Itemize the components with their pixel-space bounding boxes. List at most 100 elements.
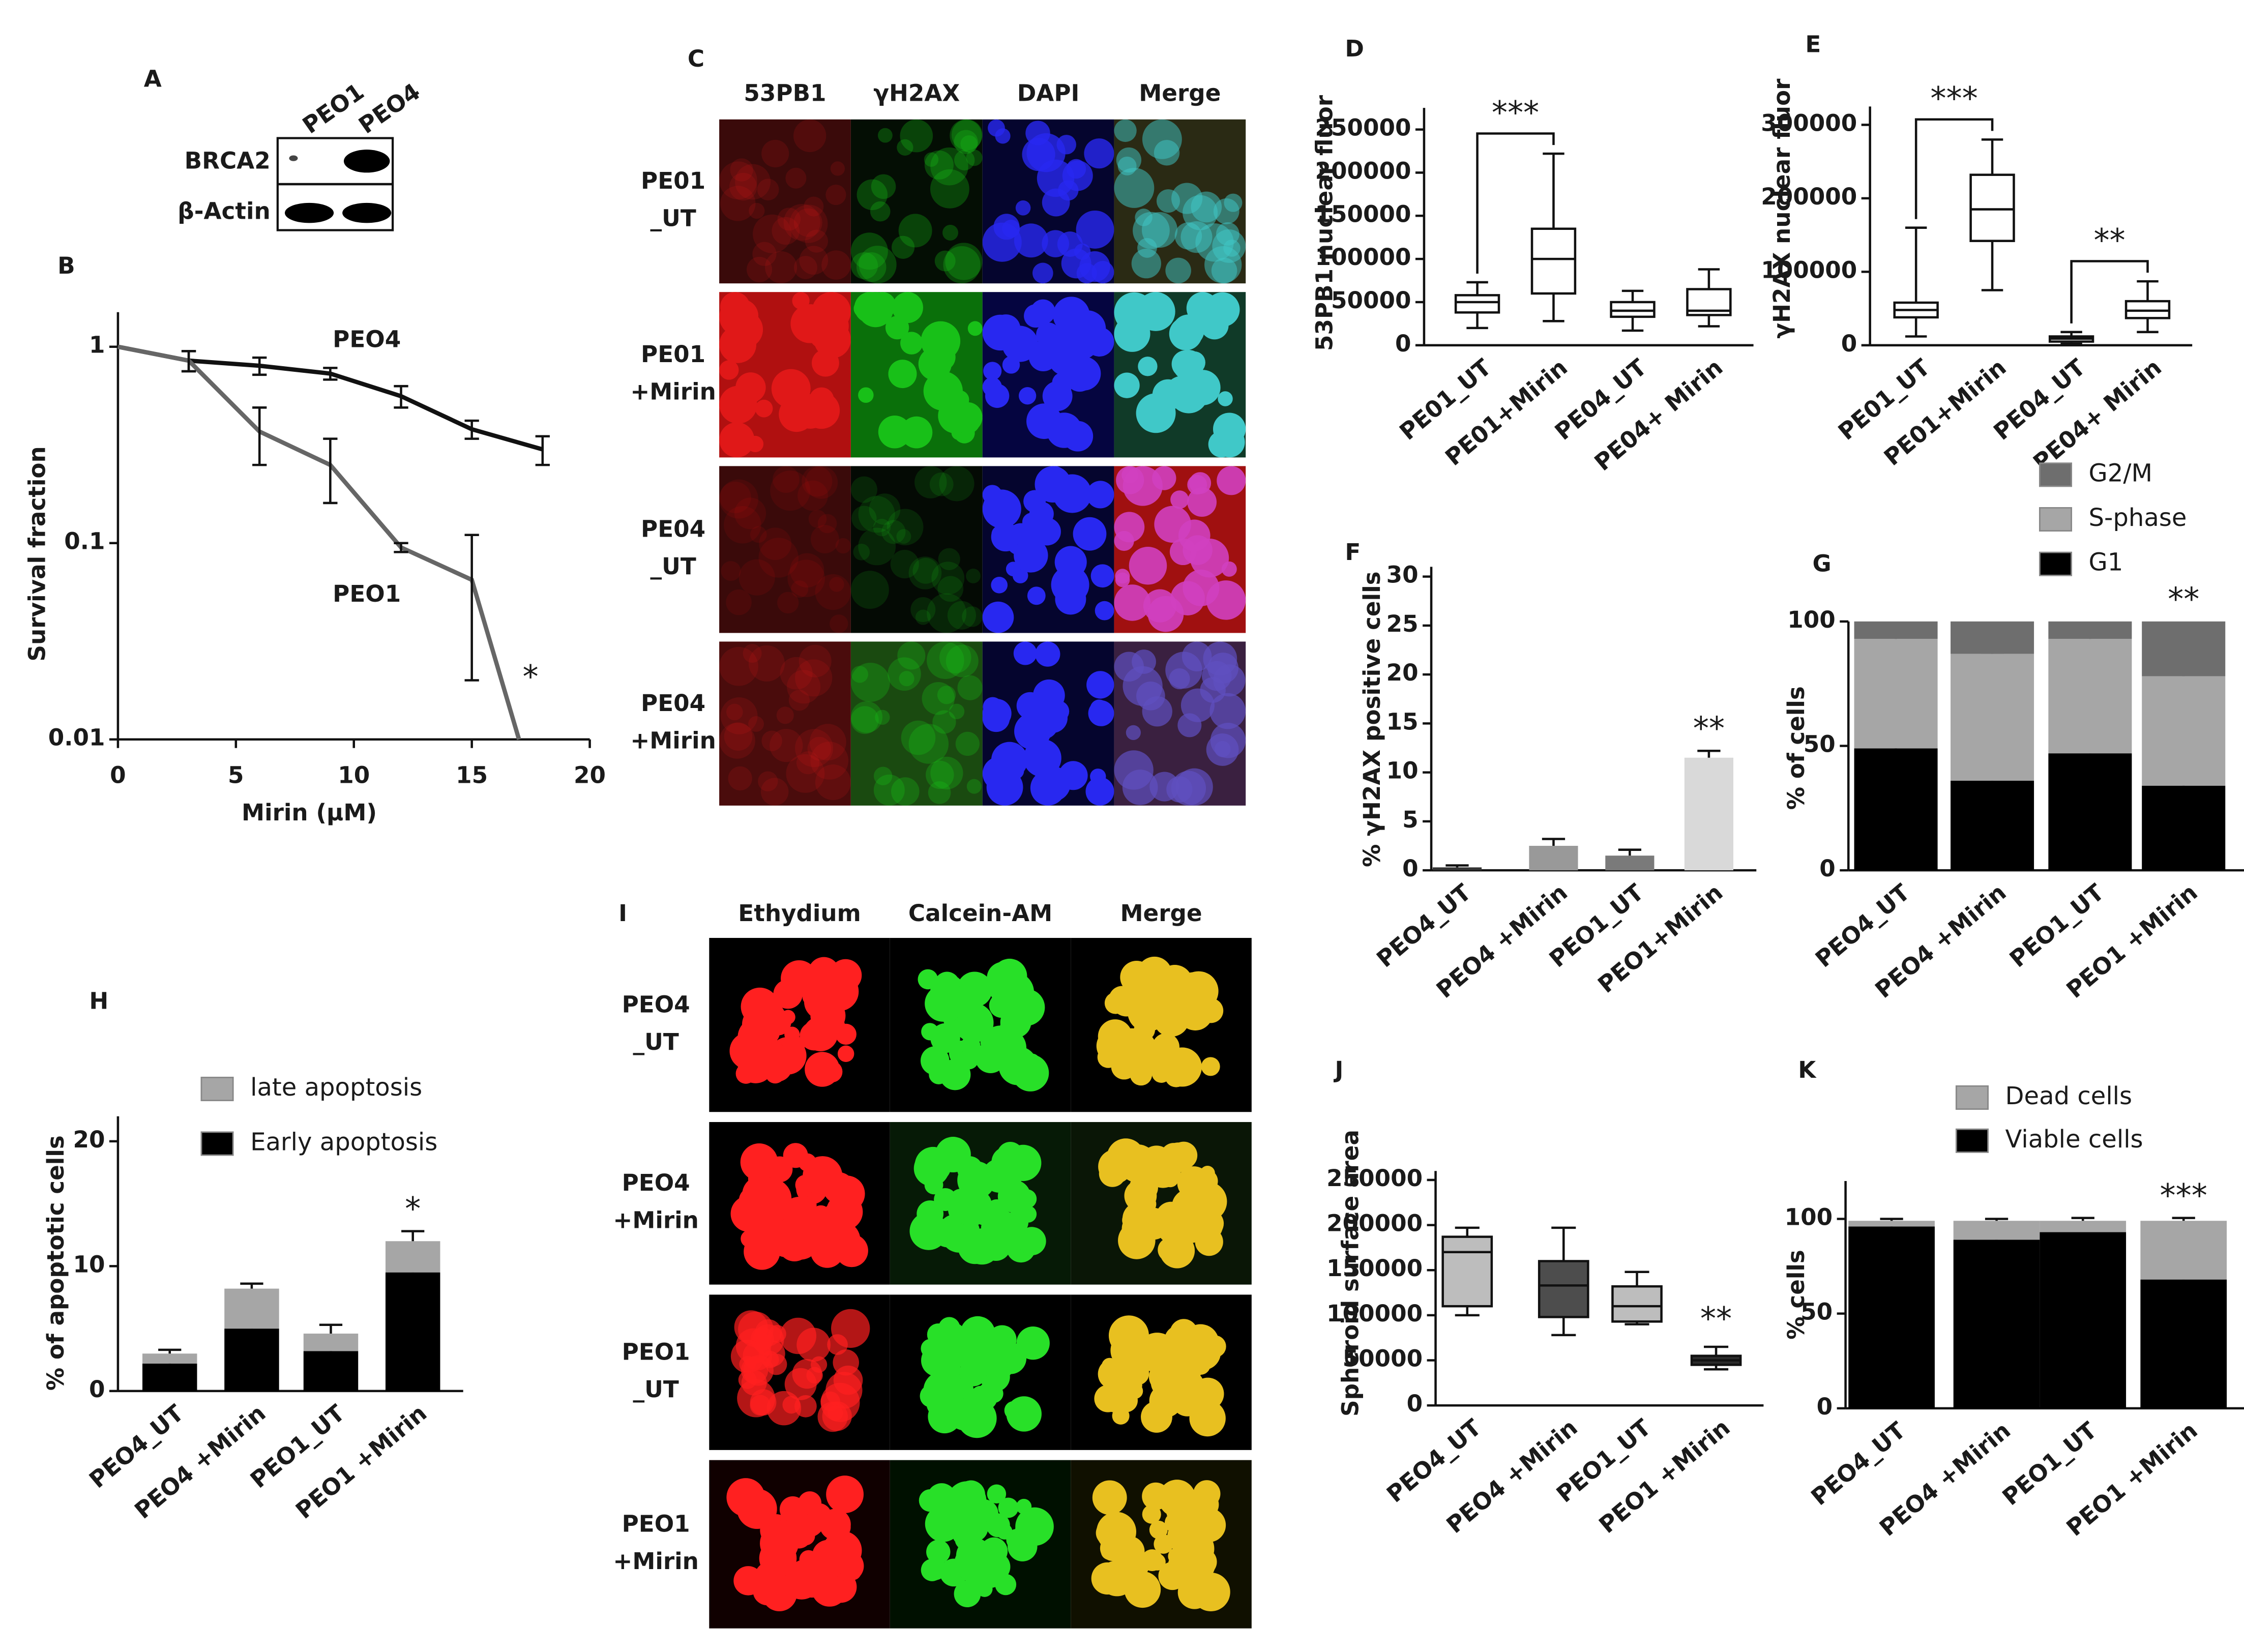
- panel-letter: B: [57, 252, 75, 279]
- cell-blob: [925, 985, 961, 1022]
- bar-segment: [1953, 1240, 2040, 1408]
- cell-blob: [930, 169, 969, 209]
- row-label: BRCA2: [185, 148, 271, 174]
- cell-blob: [898, 214, 932, 248]
- cell-blob: [1179, 1176, 1210, 1207]
- y-tick-label: 50000: [1331, 287, 1411, 314]
- cell-blob: [1004, 1401, 1023, 1420]
- bar-segment: [224, 1329, 279, 1391]
- cell-blob: [765, 251, 798, 283]
- cell-blob: [858, 387, 874, 403]
- cell-blob: [726, 1478, 765, 1517]
- cell-blob: [966, 569, 981, 583]
- cell-blob: [967, 321, 983, 336]
- cell-blob: [1002, 220, 1020, 238]
- cell-blob: [808, 510, 827, 528]
- cell-blob: [891, 777, 920, 806]
- legend-label: G2/M: [2089, 459, 2152, 487]
- cell-blob: [888, 360, 917, 389]
- y-axis-label: Survival fraction: [23, 446, 50, 661]
- cell-blob: [792, 292, 810, 310]
- cell-blob: [795, 659, 833, 697]
- cell-blob: [921, 321, 961, 361]
- cell-blob: [1114, 315, 1150, 352]
- cell-blob: [810, 742, 849, 780]
- cell-blob: [858, 527, 896, 566]
- bar-segment: [1854, 621, 1938, 639]
- cell-blob: [924, 150, 954, 180]
- cell-blob: [792, 1359, 822, 1389]
- cell-blob: [1207, 653, 1239, 684]
- cell-blob: [952, 1525, 971, 1545]
- cell-blob: [981, 1552, 1011, 1581]
- cell-blob: [1092, 1480, 1127, 1515]
- row-label: _UT: [650, 205, 696, 232]
- y-tick-label: 20: [73, 1126, 105, 1153]
- y-tick-label: 0: [1407, 1390, 1423, 1417]
- cell-blob: [997, 1142, 1024, 1169]
- cell-blob: [971, 1543, 988, 1559]
- cell-blob: [887, 509, 924, 546]
- cell-blob: [789, 204, 828, 243]
- cell-blob: [719, 386, 757, 424]
- cell-blob: [735, 164, 771, 200]
- cell-blob: [982, 704, 1010, 732]
- cell-blob: [1015, 1507, 1054, 1546]
- row-label: _UT: [633, 1028, 679, 1055]
- panel-letter: I: [618, 900, 627, 927]
- bar-segment: [142, 1353, 197, 1364]
- cell-blob: [966, 779, 982, 794]
- cell-blob: [856, 252, 887, 282]
- cell-blob: [912, 557, 939, 584]
- cell-blob: [1114, 750, 1154, 790]
- bar: [1684, 757, 1733, 871]
- cell-blob: [959, 1559, 981, 1581]
- cell-blob: [725, 299, 759, 333]
- cell-blob: [822, 1172, 854, 1204]
- bar-segment: [1854, 639, 1938, 749]
- cell-blob: [1166, 776, 1193, 803]
- cell-blob: [897, 641, 926, 670]
- cell-blob: [982, 756, 1017, 791]
- cell-blob: [1057, 231, 1083, 257]
- cell-blob: [761, 139, 789, 168]
- column-header: Merge: [1120, 900, 1202, 927]
- bar-segment: [2048, 753, 2132, 871]
- cell-blob: [926, 760, 954, 789]
- cell-blob: [765, 1064, 785, 1084]
- cell-blob: [957, 675, 983, 700]
- y-tick-label: 100: [1785, 1203, 1833, 1230]
- cell-blob: [830, 614, 848, 633]
- cell-blob: [719, 479, 758, 519]
- significance: ***: [1492, 94, 1539, 131]
- bar-segment: [2048, 621, 2132, 639]
- cell-blob: [738, 1311, 774, 1347]
- cell-blob: [1085, 777, 1114, 806]
- cell-blob: [937, 686, 956, 704]
- cell-blob: [1115, 569, 1130, 584]
- cell-blob: [1086, 481, 1114, 509]
- bar-segment: [1951, 780, 2034, 871]
- cell-blob: [933, 1219, 961, 1248]
- legend-label: Viable cells: [2005, 1125, 2143, 1154]
- cell-blob: [1177, 713, 1202, 738]
- row-label: PEO1: [622, 1338, 690, 1365]
- micrograph: [850, 466, 983, 633]
- y-tick-label: 200000: [1315, 157, 1411, 184]
- row-label: _UT: [650, 553, 696, 580]
- cell-blob: [1014, 223, 1048, 258]
- cell-blob: [951, 119, 983, 151]
- cell-blob: [770, 728, 803, 762]
- cell-blob: [1154, 1534, 1173, 1554]
- cell-blob: [719, 360, 739, 380]
- cell-blob: [1114, 119, 1137, 142]
- row-label: PE04: [641, 516, 705, 543]
- blot-band: [289, 155, 298, 161]
- cell-blob: [966, 150, 983, 166]
- y-axis-label: 53PB1 nuclear fluor: [1311, 95, 1338, 351]
- micrograph: [719, 119, 851, 284]
- cell-blob: [950, 119, 982, 152]
- cell-blob: [1154, 1355, 1182, 1382]
- cell-blob: [924, 152, 939, 167]
- cell-blob: [998, 1497, 1019, 1518]
